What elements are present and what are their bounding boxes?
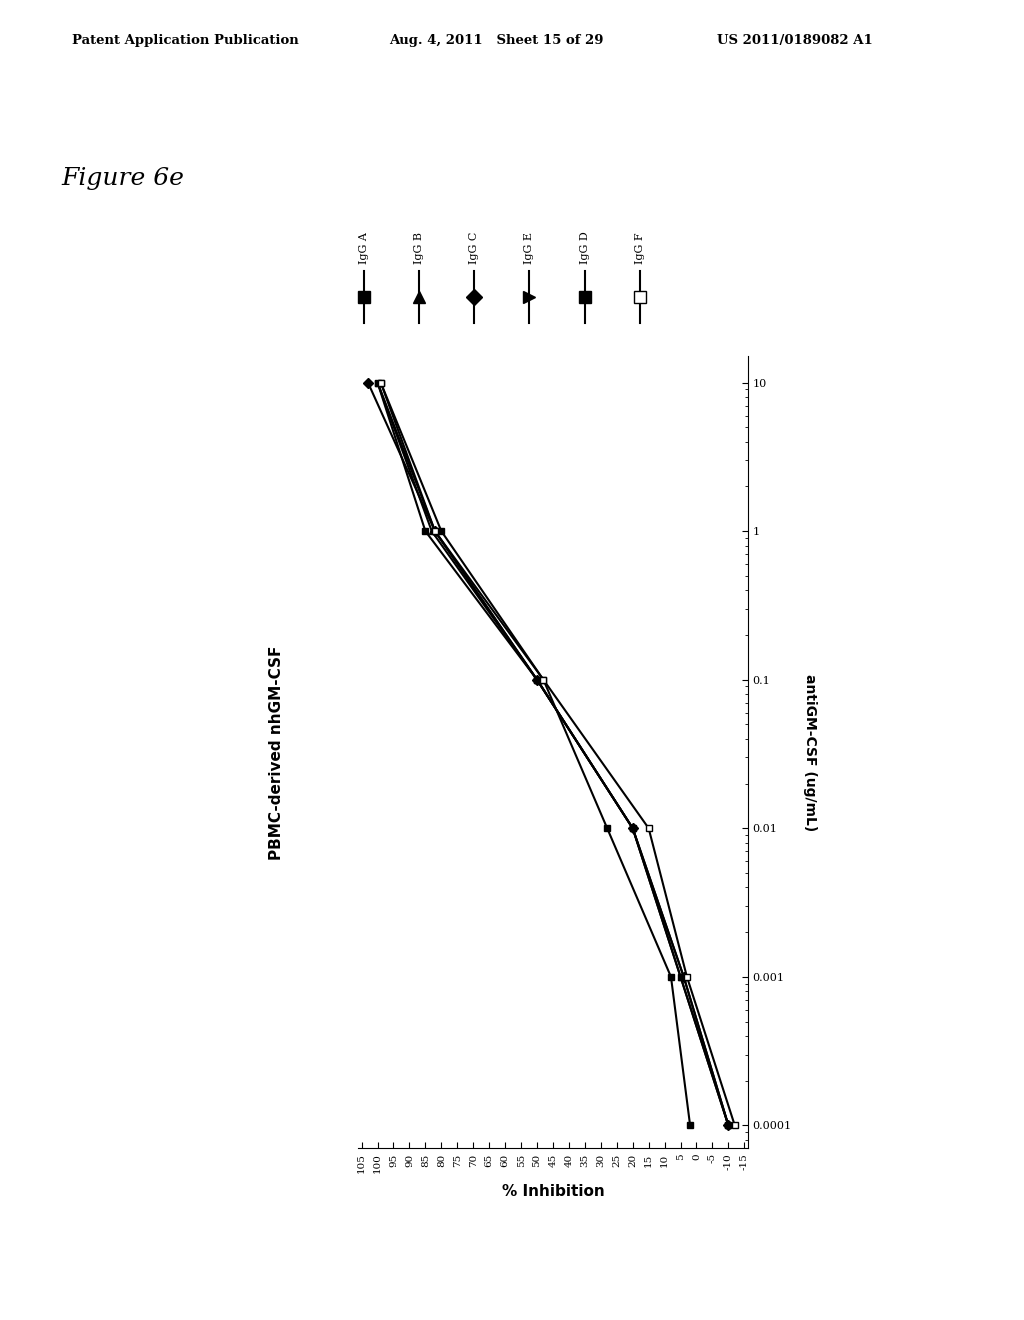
Text: IgG C: IgG C	[469, 231, 479, 264]
Text: PBMC-derived nhGM-CSF: PBMC-derived nhGM-CSF	[269, 645, 284, 859]
Text: IgG B: IgG B	[414, 232, 424, 264]
Text: IgG D: IgG D	[580, 231, 590, 264]
Text: US 2011/0189082 A1: US 2011/0189082 A1	[717, 33, 872, 46]
Text: Figure 6e: Figure 6e	[61, 166, 184, 190]
Text: Patent Application Publication: Patent Application Publication	[72, 33, 298, 46]
Y-axis label: antiGM-CSF (ug/mL): antiGM-CSF (ug/mL)	[803, 673, 816, 832]
Text: Aug. 4, 2011   Sheet 15 of 29: Aug. 4, 2011 Sheet 15 of 29	[389, 33, 603, 46]
X-axis label: % Inhibition: % Inhibition	[502, 1184, 604, 1200]
Text: IgG F: IgG F	[635, 232, 645, 264]
Text: IgG E: IgG E	[524, 232, 535, 264]
Text: IgG A: IgG A	[358, 232, 369, 264]
